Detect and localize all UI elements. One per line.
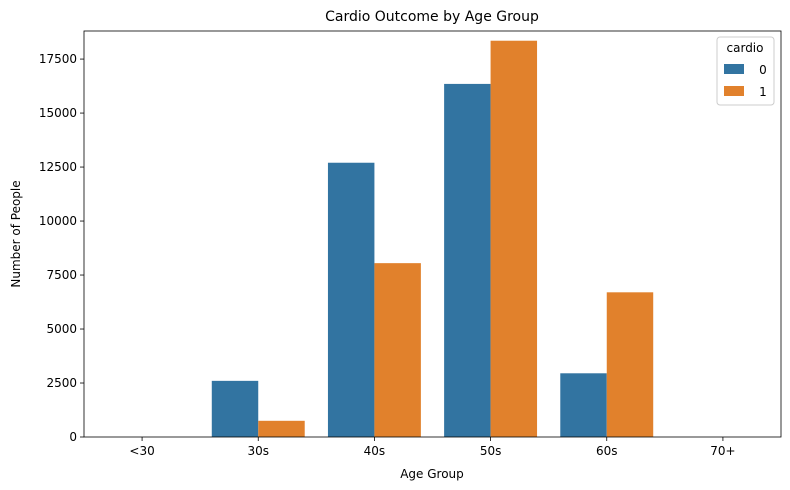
bar-30s-series-0 — [211, 380, 259, 437]
legend-swatch-1 — [724, 86, 744, 96]
bar-50s-series-1 — [490, 40, 538, 438]
y-axis-label: Number of People — [9, 180, 23, 287]
y-tick-label: 10000 — [39, 214, 77, 228]
y-tick-label: 15000 — [39, 106, 77, 120]
x-tick-label: 70+ — [710, 444, 735, 458]
x-tick-label: 60s — [596, 444, 618, 458]
y-tick-label: 2500 — [46, 376, 77, 390]
legend: cardio 0 1 — [716, 36, 775, 106]
bar-30s-series-1 — [258, 420, 305, 437]
bar-50s-series-0 — [444, 83, 491, 437]
bars — [211, 40, 654, 438]
legend-swatch-0 — [724, 64, 744, 74]
x-axis-ticks: <30 30s 40s 50s 60s 70+ — [129, 437, 736, 458]
y-tick-label: 5000 — [46, 322, 77, 336]
legend-label-0: 0 — [759, 63, 767, 77]
bar-40s-series-1 — [374, 263, 421, 437]
x-tick-label: 40s — [364, 444, 386, 458]
legend-title: cardio — [727, 41, 764, 55]
y-tick-label: 12500 — [39, 160, 77, 174]
x-axis-label: Age Group — [400, 467, 464, 481]
bar-40s-series-0 — [327, 162, 375, 437]
chart-title: Cardio Outcome by Age Group — [325, 9, 539, 25]
x-tick-label: <30 — [129, 444, 154, 458]
bar-60s-series-0 — [560, 373, 607, 437]
y-tick-label: 17500 — [39, 52, 77, 66]
x-tick-label: 30s — [247, 444, 269, 458]
y-tick-label: 7500 — [46, 268, 77, 282]
x-tick-label: 50s — [480, 444, 502, 458]
bar-60s-series-1 — [606, 292, 654, 437]
y-tick-label: 0 — [69, 430, 77, 444]
plot-frame — [83, 30, 782, 438]
legend-label-1: 1 — [759, 85, 767, 99]
y-axis-ticks: 0 2500 5000 7500 10000 12500 15000 17500 — [39, 52, 84, 444]
